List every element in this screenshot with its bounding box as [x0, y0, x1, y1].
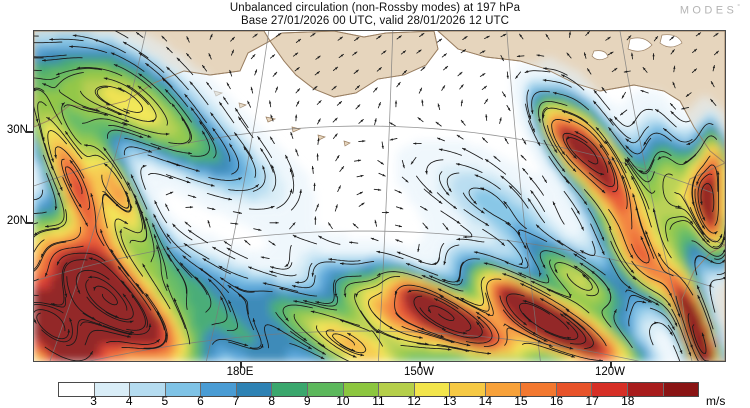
chart-subtitle: Base 27/01/2026 00 UTC, valid 28/01/2026… — [240, 15, 510, 27]
colorbar-tick-8: 8 — [268, 394, 275, 408]
colorbar-tick-13: 13 — [443, 394, 457, 408]
colorbar-cell-6 — [272, 383, 308, 396]
meridian-4 — [619, 31, 693, 361]
x-tick-mark-180e — [240, 362, 242, 368]
parallel-1 — [34, 230, 715, 288]
graticule — [34, 31, 715, 361]
chart-title-block: Unbalanced circulation (non-Rossby modes… — [0, 2, 750, 28]
colorbar-cell-4 — [201, 383, 237, 396]
island-2 — [265, 116, 277, 123]
colorbar-cell-5 — [236, 383, 273, 396]
colorbar-tick-3: 3 — [90, 394, 97, 408]
colorbar-unit-label: m/s — [706, 394, 726, 408]
colorbar-tick-18: 18 — [621, 394, 635, 408]
x-tick-label-180e: 180E — [226, 366, 254, 378]
colorbar-cell-7 — [307, 383, 344, 396]
modes-logo-mark: ° — [737, 4, 740, 11]
colorbar-cell-2 — [130, 383, 166, 396]
colorbar-tick-10: 10 — [336, 394, 350, 408]
lake-0 — [627, 37, 653, 52]
colorbar-cell-8 — [343, 383, 380, 396]
colorbar[interactable] — [58, 382, 699, 397]
colorbar-tick-7: 7 — [232, 394, 240, 408]
colorbar-tick-11: 11 — [372, 394, 385, 408]
colorbar-tick-12: 12 — [407, 394, 421, 408]
coastline-canada-usa-west — [437, 31, 725, 164]
lake-1 — [659, 34, 683, 48]
colorbar-tick-15: 15 — [514, 394, 528, 408]
meridian-0 — [49, 31, 147, 361]
coastline-asia-kamchatka — [34, 31, 271, 128]
x-tick-mark-120w — [610, 362, 612, 368]
colorbar-tick-6: 6 — [197, 394, 204, 408]
wind-arrows — [34, 31, 725, 361]
island-4 — [317, 134, 326, 141]
lake-2 — [591, 50, 609, 61]
colorbar-cell-12 — [485, 383, 522, 396]
colorbar-cell-14 — [556, 383, 593, 396]
x-tick-mark-150w — [419, 362, 421, 368]
meridian-2 — [378, 31, 394, 361]
colorbar-cell-0 — [59, 383, 95, 396]
y-tick-label-20n: 20N — [6, 215, 28, 227]
modes-logo: MODES° — [680, 4, 740, 17]
colorbar-tick-4: 4 — [125, 394, 133, 408]
colorbar-cell-17 — [663, 383, 699, 396]
y-tick-mark-30n — [26, 131, 33, 133]
meridian-3 — [506, 31, 541, 361]
parallel-0 — [34, 125, 715, 194]
map-svg — [34, 31, 725, 361]
island-5 — [343, 140, 351, 147]
x-tick-label-120w: 120W — [594, 366, 626, 378]
colorbar-cell-16 — [628, 383, 664, 396]
coastline-alaska-aleutians — [269, 31, 439, 98]
map-plot-area[interactable] — [33, 30, 726, 362]
colorbar-cell-13 — [521, 383, 557, 396]
colorbar-cell-3 — [165, 383, 202, 396]
colorbar-cell-10 — [414, 383, 451, 396]
colorbar-cell-15 — [592, 383, 628, 396]
colorbar-tick-14: 14 — [478, 394, 492, 408]
colorbar-cell-9 — [379, 383, 415, 396]
colorbar-cell-11 — [450, 383, 486, 396]
y-tick-mark-20n — [26, 222, 33, 224]
colorbar-tick-5: 5 — [161, 394, 169, 408]
parallel-2 — [88, 330, 640, 361]
x-tick-label-150w: 150W — [403, 366, 435, 378]
colorbar-tick-9: 9 — [303, 394, 311, 408]
page-title: Unbalanced circulation (non-Rossby modes… — [229, 2, 521, 14]
colorbar-tick-16: 16 — [549, 394, 564, 408]
colorbar-cell-1 — [94, 383, 131, 396]
y-tick-label-30n: 30N — [6, 124, 28, 136]
colorbar-tick-17: 17 — [585, 394, 599, 408]
modes-logo-text: MODES — [679, 4, 738, 17]
meridian-1 — [206, 31, 270, 361]
coastline-baja-mexico — [681, 244, 725, 361]
island-3 — [291, 126, 302, 133]
island-1 — [238, 102, 247, 109]
